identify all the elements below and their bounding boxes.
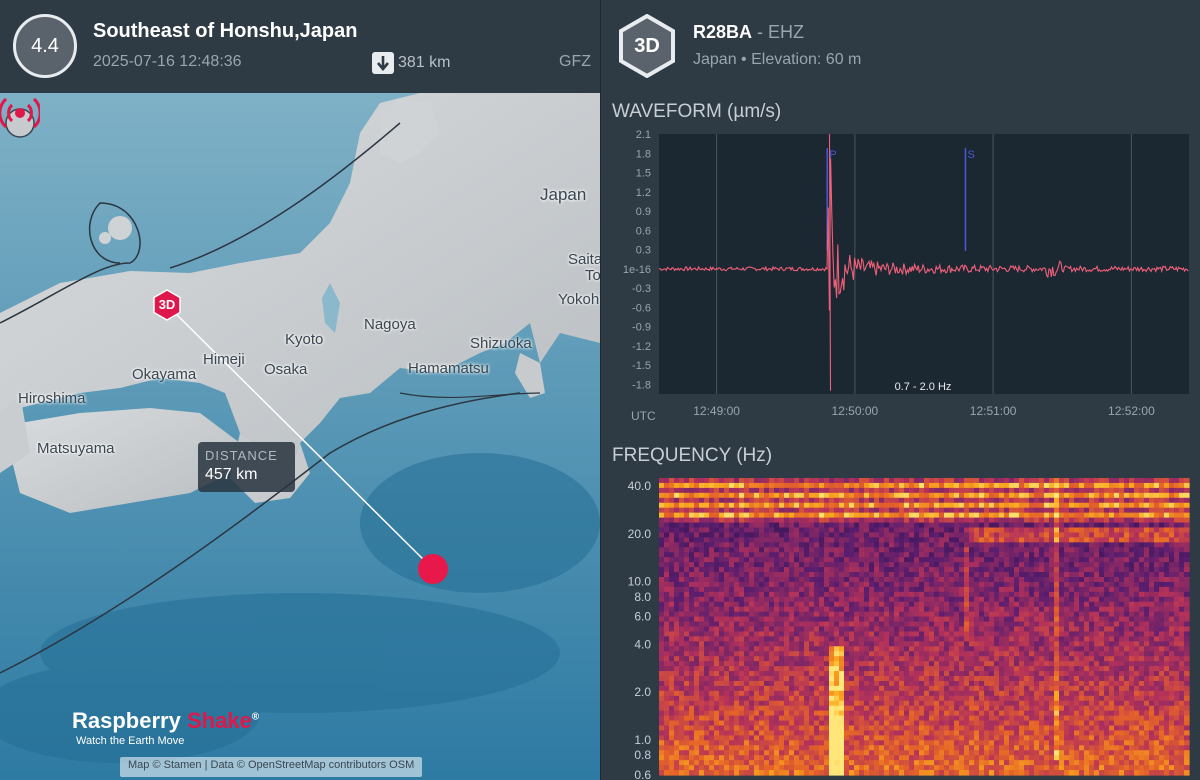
city-matsuyama: Matsuyama xyxy=(37,440,115,457)
event-time: 2025-07-16 12:48:36 xyxy=(93,53,242,70)
waveform-chart[interactable]: 2.1 1.8 1.5 1.2 0.9 0.6 0.3 1e-16 -0.3 -0.6 -0.9 -1… xyxy=(601,126,1200,426)
city-okayama: Okayama xyxy=(132,366,197,383)
station-badge-label: 3D xyxy=(634,35,660,57)
filter-label: 0.7 - 2.0 Hz xyxy=(895,381,952,393)
brand-accent: Shake xyxy=(186,708,252,733)
brand-registered: ® xyxy=(251,711,260,723)
depth-value: 381 km xyxy=(398,54,451,71)
station-code: R28BA xyxy=(693,22,753,42)
city-tokyo: To xyxy=(585,267,600,284)
waveform-plot-area xyxy=(659,134,1189,394)
event-panel: 4.4 Southeast of Honshu,Japan 2025-07-16… xyxy=(0,0,600,780)
frequency-title: FREQUENCY (Hz) xyxy=(612,445,773,466)
distance-value: 457 km xyxy=(205,466,258,483)
utc-label: UTC xyxy=(631,409,656,423)
city-hamamatsu: Hamamatsu xyxy=(408,360,489,377)
city-shizuoka: Shizuoka xyxy=(470,335,532,352)
waveform-y-tick: -1.5 xyxy=(632,360,651,372)
waveform-y-tick: 0.9 xyxy=(636,206,651,218)
city-japan: Japan xyxy=(540,185,587,204)
spectrogram-y-tick: 4.0 xyxy=(634,637,651,651)
station-marker-label: 3D xyxy=(158,297,176,312)
spectrogram-y-tick: 8.0 xyxy=(634,590,651,604)
spectrogram-y-tick: 0.6 xyxy=(634,768,651,780)
s-phase-label: S xyxy=(967,149,974,161)
city-kyoto: Kyoto xyxy=(285,331,324,348)
spectrogram-chart[interactable]: 40.0 20.0 10.0 8.0 6.0 4.0 2.0 1.00.8 0.6 xyxy=(601,475,1200,780)
spectrogram-y-tick: 1.0 xyxy=(634,733,651,747)
station-channel: EHZ xyxy=(768,22,805,42)
spectrogram-y-tick: 20.0 xyxy=(628,527,652,541)
hexagon-icon xyxy=(619,13,675,79)
event-depth: 381 km xyxy=(372,52,450,74)
waveform-y-tick: 0.3 xyxy=(636,245,651,257)
spectrogram-heatmap xyxy=(659,478,1190,776)
waveform-y-tick: 1.5 xyxy=(636,168,651,180)
spectrogram-y-tick: 10.0 xyxy=(628,574,652,588)
waveform-y-tick: 1.2 xyxy=(636,187,651,199)
event-title: Southeast of Honshu,Japan xyxy=(93,20,358,42)
waveform-y-tick: 1e-16 xyxy=(623,264,651,276)
city-hiroshima: Hiroshima xyxy=(18,390,86,407)
map-attribution[interactable]: Map © Stamen | Data © OpenStreetMap cont… xyxy=(120,757,423,777)
city-osaka: Osaka xyxy=(264,361,308,378)
brand-tagline: Watch the Earth Move xyxy=(76,735,185,747)
station-title: R28BA - EHZ xyxy=(693,22,804,43)
city-yokohama: Yokoh xyxy=(558,291,600,308)
spectrogram-y-tick: 0.8 xyxy=(634,748,651,762)
city-saitama: Saita xyxy=(568,251,600,268)
waveform-y-tick: -1.8 xyxy=(632,379,651,391)
waveform-y-tick: -0.9 xyxy=(632,322,651,334)
magnitude-badge: 4.4 xyxy=(13,14,77,78)
filter-label-bg xyxy=(884,378,962,394)
spectrogram-y-tick: 2.0 xyxy=(634,685,651,699)
city-nagoya: Nagoya xyxy=(364,316,416,333)
hexagon-icon xyxy=(153,289,181,321)
p-phase-label: P xyxy=(829,149,836,161)
epicenter-marker[interactable] xyxy=(418,554,448,584)
station-subtitle: Japan • Elevation: 60 m xyxy=(693,51,862,68)
waveform-x-tick: 12:50:00 xyxy=(832,404,879,418)
brand-name: Raspberry Shake® xyxy=(72,708,259,734)
arrow-down-icon xyxy=(372,52,394,74)
station-separator: - xyxy=(752,22,769,42)
map-background xyxy=(0,93,600,780)
waveform-y-tick: -0.3 xyxy=(632,283,651,295)
waveform-x-tick: 12:52:00 xyxy=(1108,404,1155,418)
waveform-y-tick: 1.8 xyxy=(636,148,651,160)
waveform-y-tick: 0.6 xyxy=(636,225,651,237)
distance-tooltip: DISTANCE 457 km xyxy=(198,442,295,492)
waveform-y-tick: -1.2 xyxy=(632,341,651,353)
waveform-x-tick: 12:51:00 xyxy=(970,404,1017,418)
agency-label: GFZ xyxy=(559,53,591,70)
distance-label: DISTANCE xyxy=(205,448,278,463)
city-himeji: Himeji xyxy=(203,351,245,368)
brand-main: Raspberry xyxy=(72,708,181,733)
raspberry-shake-logo-icon xyxy=(0,97,40,129)
waveform-y-tick: -0.6 xyxy=(632,302,651,314)
waveform-x-tick: 12:49:00 xyxy=(693,404,740,418)
station-badge: 3D xyxy=(619,13,675,79)
waveform-trace xyxy=(658,133,1189,391)
spectrogram-y-tick: 40.0 xyxy=(628,479,652,493)
waveform-title: WAVEFORM (µm/s) xyxy=(612,101,782,122)
station-panel: 3D R28BA - EHZ Japan • Elevation: 60 m W… xyxy=(600,0,1200,780)
station-marker[interactable]: 3D xyxy=(152,289,182,321)
event-map[interactable]: Japan Kyoto Nagoya Himeji Osaka Okayama … xyxy=(0,93,600,780)
spectrogram-y-tick: 6.0 xyxy=(634,610,651,624)
event-header: 4.4 Southeast of Honshu,Japan 2025-07-16… xyxy=(0,0,600,93)
waveform-y-tick: 2.1 xyxy=(636,129,651,141)
